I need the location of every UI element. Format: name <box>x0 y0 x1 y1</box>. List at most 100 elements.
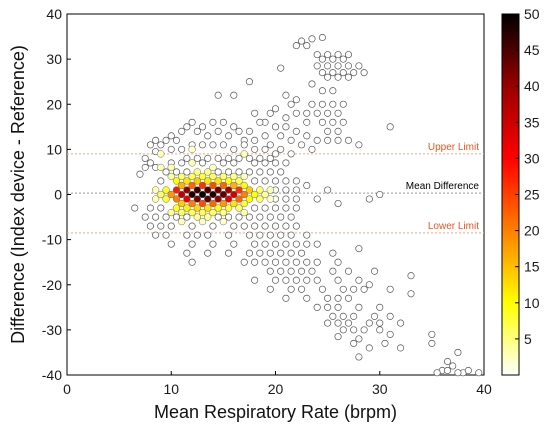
outlier-point <box>282 177 290 185</box>
outlier-point <box>240 258 248 266</box>
outlier-point <box>355 245 363 253</box>
outlier-point <box>266 141 274 149</box>
outlier-point <box>303 109 311 117</box>
outlier-point <box>386 330 394 338</box>
outlier-point <box>313 195 321 203</box>
outlier-point <box>298 249 306 257</box>
outlier-point <box>235 154 243 162</box>
density-point <box>219 208 228 217</box>
outlier-point <box>256 249 264 257</box>
outlier-point <box>324 319 332 327</box>
ref-line-label-2: Lower Limit <box>428 221 479 232</box>
density-point <box>198 199 207 208</box>
density-point <box>214 177 222 185</box>
density-point <box>245 186 254 194</box>
outlier-point <box>282 294 290 302</box>
outlier-point <box>303 294 311 302</box>
outlier-point <box>292 127 300 135</box>
outlier-point <box>214 127 222 135</box>
outlier-point <box>193 127 201 135</box>
outlier-point <box>282 204 290 212</box>
outlier-point <box>245 154 253 162</box>
outlier-point <box>146 204 154 212</box>
outlier-point <box>329 312 337 320</box>
outlier-point <box>271 204 280 212</box>
density-point <box>214 204 222 212</box>
outlier-point <box>230 91 238 99</box>
outlier-point <box>365 319 373 327</box>
outlier-point <box>256 154 264 162</box>
density-point <box>198 172 207 181</box>
ref-line-label-1: Mean Difference <box>406 181 480 192</box>
outlier-point <box>334 62 342 70</box>
density-point <box>172 186 181 194</box>
outlier-point <box>271 258 280 266</box>
outlier-point <box>256 213 264 221</box>
outlier-point <box>261 258 269 266</box>
outlier-point <box>141 213 149 221</box>
outlier-point <box>303 132 311 140</box>
outlier-point <box>370 267 379 275</box>
outlier-point <box>266 231 274 239</box>
outlier-point <box>271 177 280 185</box>
outlier-point <box>386 312 394 320</box>
outlier-point <box>146 141 154 149</box>
outlier-point <box>178 127 186 135</box>
outlier-point <box>198 123 207 131</box>
outlier-point <box>360 326 368 334</box>
outlier-point <box>235 213 243 221</box>
density-point <box>193 213 201 221</box>
outlier-point <box>308 35 316 43</box>
outlier-point <box>204 154 212 162</box>
outlier-point <box>271 123 280 131</box>
outlier-point <box>428 330 436 338</box>
outlier-point <box>339 55 347 63</box>
density-point <box>204 168 212 176</box>
outlier-point <box>287 136 295 144</box>
outlier-point <box>152 213 160 221</box>
outlier-point <box>282 159 290 167</box>
outlier-point <box>271 150 280 158</box>
density-point <box>240 172 248 181</box>
y-axis-ticks: -40 -30 -20 -10 0 10 20 30 40 <box>42 6 71 383</box>
outlier-point <box>282 276 290 284</box>
density-point <box>245 195 254 203</box>
outlier-point <box>162 168 170 176</box>
density-point <box>204 186 212 194</box>
outlier-point <box>365 281 373 289</box>
outlier-point <box>282 222 290 230</box>
density-point <box>193 168 201 176</box>
outlier-point <box>350 339 358 347</box>
density-point <box>188 145 196 154</box>
outlier-point <box>277 213 285 221</box>
outlier-point <box>172 168 181 176</box>
density-point <box>188 172 196 181</box>
outlier-point <box>178 145 186 153</box>
outlier-point <box>454 369 462 377</box>
outlier-point <box>183 154 191 162</box>
density-point <box>188 199 196 208</box>
density-point <box>219 181 228 190</box>
density-point <box>167 190 175 199</box>
density-point <box>167 172 175 181</box>
outlier-point <box>282 195 290 203</box>
outlier-point <box>287 231 295 239</box>
outlier-point <box>230 159 238 167</box>
colorbar-tick-label: 20 <box>524 223 540 239</box>
outlier-point <box>146 159 154 167</box>
density-point <box>209 190 217 199</box>
outlier-point <box>282 240 290 248</box>
outlier-point <box>308 267 316 275</box>
outlier-point <box>313 303 321 311</box>
outlier-point <box>235 127 243 135</box>
outlier-point <box>303 240 311 248</box>
outlier-point <box>407 290 415 298</box>
outlier-point <box>261 204 269 212</box>
outlier-point <box>350 312 358 320</box>
outlier-point <box>271 222 280 230</box>
density-point <box>193 177 201 185</box>
outlier-point <box>344 136 353 144</box>
outlier-point <box>454 348 462 356</box>
outlier-point <box>308 80 316 88</box>
